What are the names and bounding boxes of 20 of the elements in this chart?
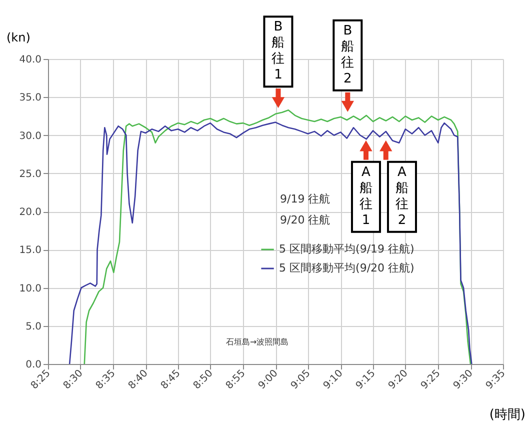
y-tick-label: 25.0: [19, 168, 42, 180]
y-tick-label: 35.0: [19, 92, 42, 104]
legend-label: 5 区間移動平均(9/20 往航): [279, 262, 414, 274]
y-axis-title: (kn): [6, 30, 30, 44]
y-tick-label: 5.0: [26, 321, 42, 332]
annotation: B船往2: [341, 23, 354, 86]
legend-label: 5 区間移動平均(9/19 往航): [279, 242, 414, 256]
annotation: 9/19 往航: [280, 192, 330, 206]
y-tick-label: 10.0: [19, 283, 42, 294]
x-axis-title: (時間): [489, 408, 526, 421]
y-tick-label: 40.0: [19, 54, 42, 66]
annotation: 石垣島→波照間島: [226, 338, 289, 347]
y-tick-label: 20.0: [19, 207, 42, 218]
y-tick-label: 15.0: [19, 245, 42, 256]
annotation: 9/20 往航: [280, 214, 330, 227]
y-tick-label: 0.0: [26, 360, 42, 370]
annotation: A船往2: [395, 164, 408, 228]
y-tick-label: 30.0: [19, 130, 42, 142]
annotation: A船往1: [359, 164, 372, 228]
annotation: B船往1: [272, 20, 285, 83]
